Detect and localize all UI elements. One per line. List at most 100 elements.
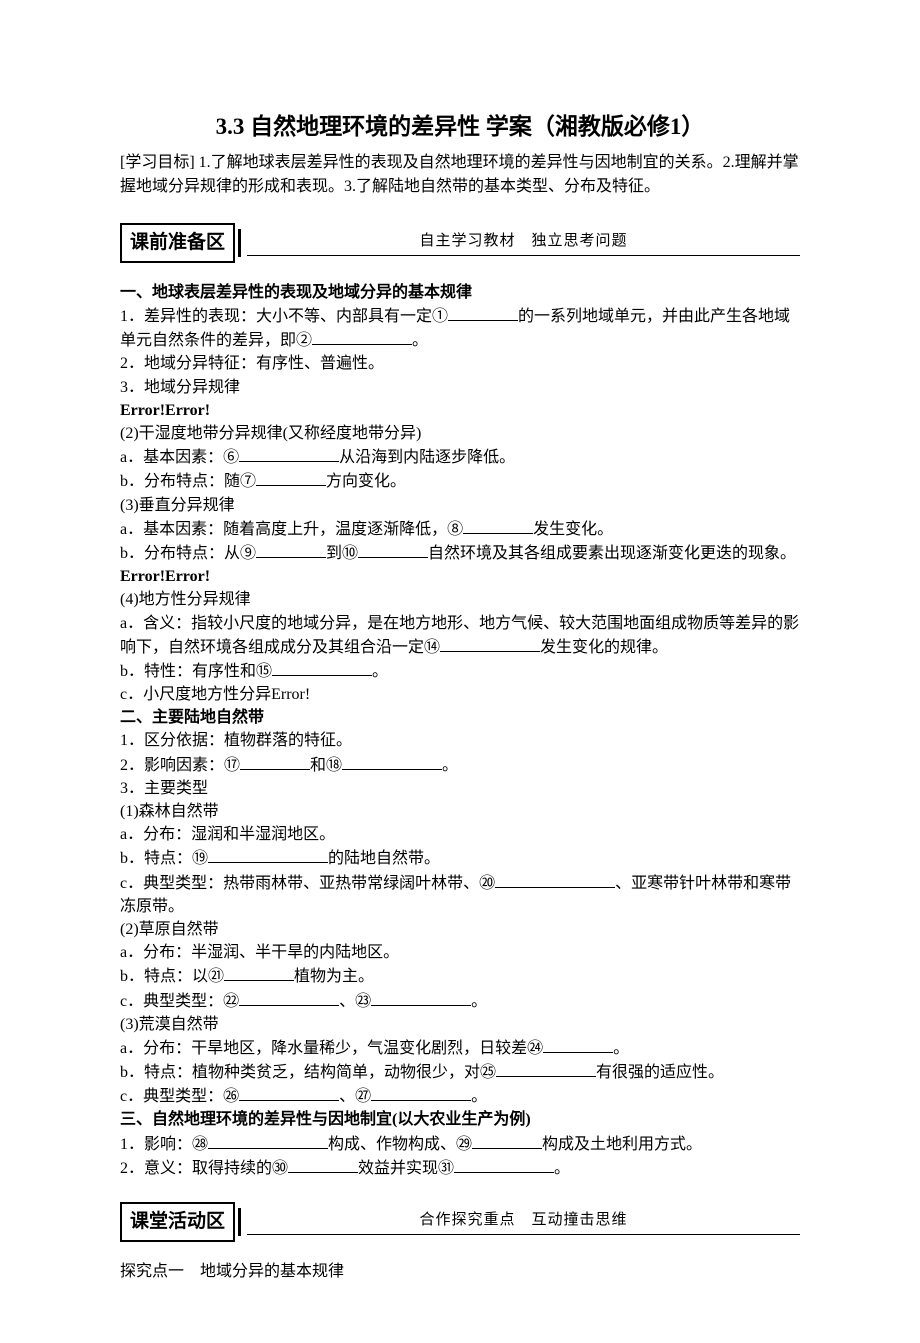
line-21: (2)草原自然带 xyxy=(120,918,800,941)
blank-28 xyxy=(208,1132,328,1149)
text: 发生变化的规律。 xyxy=(540,639,668,656)
blank-18 xyxy=(342,753,442,770)
learning-objective: [学习目标] 1.了解地球表层差异性的表现及自然地理环境的差异性与因地制宜的关系… xyxy=(120,151,800,199)
banner-bar-icon xyxy=(238,229,241,257)
error-text: Error!Error! xyxy=(120,399,800,422)
text: 。 xyxy=(554,1160,570,1177)
text: 构成及土地利用方式。 xyxy=(542,1136,702,1153)
line-17: (1)森林自然带 xyxy=(120,800,800,823)
text: 。 xyxy=(372,663,388,680)
text: 1．影响：㉘ xyxy=(120,1136,208,1153)
blank-15 xyxy=(272,659,372,676)
line-9: b．分布特点：从⑨ 到⑩ 自然环境及其各组成要素出现逐渐变化更迭的现象。 xyxy=(120,541,800,565)
line-2: 2．地域分异特征：有序性、普遍性。 xyxy=(120,352,800,375)
text: 植物为主。 xyxy=(294,968,374,985)
blank-22 xyxy=(239,989,339,1006)
blank-24 xyxy=(543,1036,613,1053)
text: 。 xyxy=(412,332,428,349)
text: 发生变化。 xyxy=(533,521,613,538)
section2-heading: 二、主要陆地自然带 xyxy=(120,706,800,729)
text: b．分布特点：从⑨ xyxy=(120,545,256,562)
line-20: c．典型类型：热带雨林带、亚热带常绿阔叶林带、⑳、亚寒带针叶林带和寒带冻原带。 xyxy=(120,871,800,918)
line-5: a．基本因素：⑥ 从沿海到内陆逐步降低。 xyxy=(120,445,800,469)
blank-19 xyxy=(208,846,328,863)
text: b．特点：植物种类贫乏，结构简单，动物很少，对㉕ xyxy=(120,1064,496,1081)
text: 的陆地自然带。 xyxy=(328,850,440,867)
text: 效益并实现㉛ xyxy=(358,1160,454,1177)
blank-17 xyxy=(240,753,310,770)
blank-30 xyxy=(288,1156,358,1173)
text: 。 xyxy=(613,1040,629,1057)
line-26: a．分布：干旱地区，降水量稀少，气温变化剧烈，日较差㉔ 。 xyxy=(120,1036,800,1060)
text: a．分布：干旱地区，降水量稀少，气温变化剧烈，日较差㉔ xyxy=(120,1040,543,1057)
section3-heading: 三、自然地理环境的差异性与因地制宜(以大农业生产为例) xyxy=(120,1108,800,1131)
line-22: a．分布：半湿润、半干旱的内陆地区。 xyxy=(120,941,800,964)
blank-8 xyxy=(463,517,533,534)
text: b．分布特点：随⑦ xyxy=(120,473,256,490)
text: c．典型类型：热带雨林带、亚热带常绿阔叶林带、⑳ xyxy=(120,875,495,892)
line-6: b．分布特点：随⑦方向变化。 xyxy=(120,469,800,493)
text: 1．差异性的表现：大小不等、内部具有一定① xyxy=(120,308,448,325)
line-10: (4)地方性分异规律 xyxy=(120,588,800,611)
text: 。 xyxy=(442,757,458,774)
blank-2 xyxy=(312,328,412,345)
text: b．特点：以㉑ xyxy=(120,968,224,985)
blank-9 xyxy=(256,541,326,558)
line-28: c．典型类型：㉖、㉗。 xyxy=(120,1084,800,1108)
blank-1 xyxy=(448,304,518,321)
line-14: 1．区分依据：植物群落的特征。 xyxy=(120,729,800,752)
blank-25 xyxy=(496,1060,596,1077)
text: a．基本因素：随着高度上升，温度逐渐降低，⑧ xyxy=(120,521,463,538)
line-7: (3)垂直分异规律 xyxy=(120,494,800,517)
explore-point: 探究点一 地域分异的基本规律 xyxy=(120,1260,800,1283)
text: c．典型类型：㉒ xyxy=(120,993,239,1010)
text: 、㉓ xyxy=(339,993,371,1010)
banner-prep-sub: 自主学习教材 独立思考问题 xyxy=(247,230,800,256)
objective-text: 1.了解地球表层差异性的表现及自然地理环境的差异性与因地制宜的关系。2.理解并掌… xyxy=(120,154,799,195)
line-1: 1．差异性的表现：大小不等、内部具有一定①的一系列地域单元，并由此产生各地域单元… xyxy=(120,304,800,352)
line-27: b．特点：植物种类贫乏，结构简单，动物很少，对㉕ 有很强的适应性。 xyxy=(120,1060,800,1084)
text: 2．影响因素：⑰ xyxy=(120,757,240,774)
banner-activity-title: 课堂活动区 xyxy=(120,1202,235,1242)
blank-31 xyxy=(454,1156,554,1173)
text: 。 xyxy=(471,1088,487,1105)
blank-23 xyxy=(371,989,471,1006)
text: b．特性：有序性和⑮ xyxy=(120,663,272,680)
blank-7 xyxy=(256,469,326,486)
line-29: 1．影响：㉘ 构成、作物构成、㉙ 构成及土地利用方式。 xyxy=(120,1132,800,1156)
banner-bar-icon xyxy=(238,1208,241,1236)
banner-prep-title: 课前准备区 xyxy=(120,223,235,263)
text: 构成、作物构成、㉙ xyxy=(328,1136,472,1153)
text: 、㉗ xyxy=(339,1088,371,1105)
line-11: a．含义：指较小尺度的地域分异，是在地方地形、地方气候、较大范围地面组成物质等差… xyxy=(120,612,800,659)
objective-label: [学习目标] xyxy=(120,154,195,171)
document-page: 3.3 自然地理环境的差异性 学案（湘教版必修1） [学习目标] 1.了解地球表… xyxy=(0,0,920,1343)
blank-26 xyxy=(239,1084,339,1101)
blank-21 xyxy=(224,964,294,981)
banner-activity: 课堂活动区 合作探究重点 互动撞击思维 xyxy=(120,1202,800,1242)
blank-29 xyxy=(472,1132,542,1149)
blank-10 xyxy=(358,541,428,558)
line-8: a．基本因素：随着高度上升，温度逐渐降低，⑧ 发生变化。 xyxy=(120,517,800,541)
text: 从沿海到内陆逐步降低。 xyxy=(339,449,515,466)
blank-20 xyxy=(495,871,615,888)
line-12: b．特性：有序性和⑮ 。 xyxy=(120,659,800,683)
line-25: (3)荒漠自然带 xyxy=(120,1013,800,1036)
text: 到⑩ xyxy=(326,545,358,562)
text: b．特点：⑲ xyxy=(120,850,208,867)
text: 2．意义：取得持续的㉚ xyxy=(120,1160,288,1177)
text: a．基本因素：⑥ xyxy=(120,449,239,466)
line-15: 2．影响因素：⑰ 和⑱ 。 xyxy=(120,753,800,777)
error-text-2: Error!Error! xyxy=(120,565,800,588)
text: 。 xyxy=(471,993,487,1010)
blank-14 xyxy=(440,635,540,652)
banner-prep: 课前准备区 自主学习教材 独立思考问题 xyxy=(120,223,800,263)
text: 自然环境及其各组成要素出现逐渐变化更迭的现象。 xyxy=(428,545,796,562)
text: 和⑱ xyxy=(310,757,342,774)
text: 有很强的适应性。 xyxy=(596,1064,724,1081)
line-24: c．典型类型：㉒ 、㉓ 。 xyxy=(120,989,800,1013)
banner-activity-sub: 合作探究重点 互动撞击思维 xyxy=(247,1209,800,1235)
line-18: a．分布：湿润和半湿润地区。 xyxy=(120,823,800,846)
line-19: b．特点：⑲ 的陆地自然带。 xyxy=(120,846,800,870)
line-23: b．特点：以㉑ 植物为主。 xyxy=(120,964,800,988)
